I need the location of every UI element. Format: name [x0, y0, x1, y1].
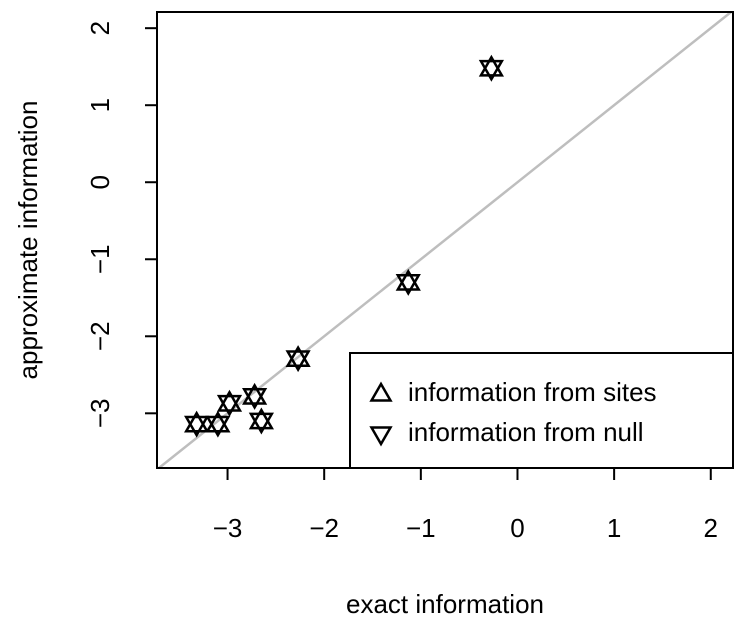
- reference-line: [158, 11, 732, 469]
- point: [248, 407, 274, 430]
- y-tick-label: 0: [85, 175, 115, 189]
- legend-marker: [369, 426, 393, 447]
- point: [216, 394, 243, 417]
- y-tick-label: −1: [85, 244, 115, 274]
- point: [395, 273, 421, 296]
- point: [216, 389, 243, 412]
- point: [248, 412, 274, 435]
- point: [478, 54, 505, 77]
- x-tick-label: −2: [309, 513, 339, 543]
- point: [285, 345, 311, 368]
- x-tick-label: 0: [510, 513, 524, 543]
- x-tick-label: 2: [704, 513, 718, 543]
- legend-label: information from sites: [408, 377, 657, 407]
- legend-label: information from null: [408, 417, 644, 447]
- point: [241, 387, 268, 410]
- x-tick-label: −3: [213, 513, 243, 543]
- y-tick-label: 2: [85, 21, 115, 35]
- point: [205, 415, 231, 438]
- point: [478, 59, 505, 82]
- point: [241, 382, 268, 405]
- point: [184, 410, 210, 433]
- x-tick-label: 1: [607, 513, 621, 543]
- legend-box: [349, 352, 734, 469]
- x-axis-label: exact information: [346, 589, 544, 619]
- point: [395, 268, 421, 291]
- point: [205, 410, 231, 433]
- point: [285, 350, 311, 373]
- y-tick-label: −3: [85, 398, 115, 428]
- x-tick-label: −1: [406, 513, 436, 543]
- y-tick-label: 1: [85, 98, 115, 112]
- y-axis-label: approximate information: [13, 101, 43, 380]
- y-tick-label: −2: [85, 321, 115, 351]
- legend-marker: [369, 381, 393, 402]
- point: [184, 415, 210, 438]
